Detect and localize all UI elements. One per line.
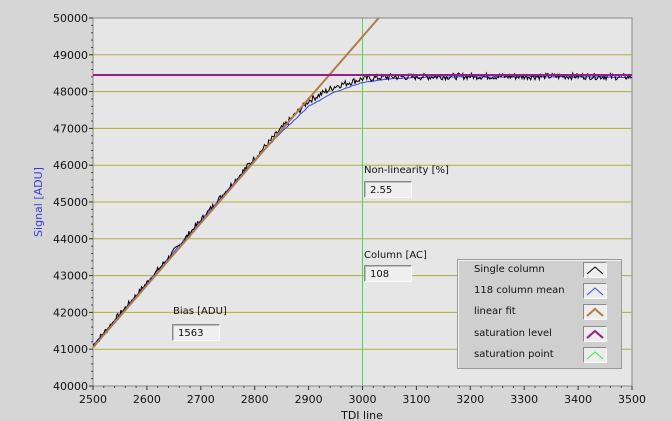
column-value: 108 (364, 265, 412, 282)
legend-label: Single column (474, 264, 545, 275)
y-tick-label: 46000 (53, 159, 88, 172)
minor-ticks (89, 17, 633, 390)
x-tick-labels: 2500 2600 2700 2800 2900 3000 3100 3200 3300 3400… (79, 393, 646, 406)
plot-legend[interactable]: Single column 118 column mean linear fit… (457, 259, 622, 369)
x-tick-label: 3400 (564, 393, 592, 406)
y-tick-label: 48000 (53, 86, 88, 99)
legend-label: 118 column mean (474, 285, 565, 296)
x-tick-label: 2700 (187, 393, 215, 406)
x-tick-label: 2600 (133, 393, 161, 406)
legend-item-saturation-point[interactable]: saturation point (458, 345, 621, 367)
legend-label: saturation point (474, 349, 554, 360)
legend-swatch-icon[interactable] (583, 262, 607, 278)
legend-swatch-icon[interactable] (583, 283, 607, 299)
x-tick-label: 3300 (510, 393, 538, 406)
data-series (93, 18, 632, 386)
y-tick-label: 42000 (53, 306, 88, 319)
legend-label: saturation level (474, 328, 552, 339)
y-tick-labels: 40000 41000 42000 43000 44000 45000 46000 47000… (53, 12, 88, 393)
bias-label: Bias [ADU] (173, 306, 227, 317)
x-tick-label: 2500 (79, 393, 107, 406)
y-tick-label: 47000 (53, 122, 88, 135)
y-tick-label: 40000 (53, 380, 88, 393)
x-tick-label: 3100 (402, 393, 430, 406)
x-tick-label: 2900 (295, 393, 323, 406)
series-line-linear-fit (93, 18, 380, 349)
nonlinearity-label: Non-linearity [%] (364, 165, 449, 176)
y-tick-label: 41000 (53, 343, 88, 356)
legend-item-linear-fit[interactable]: linear fit (458, 302, 621, 324)
y-tick-label: 45000 (53, 196, 88, 209)
x-tick-label: 3000 (349, 393, 377, 406)
x-axis-title: TDI line (340, 409, 383, 421)
x-tick-label: 3200 (456, 393, 484, 406)
y-tick-label: 50000 (53, 12, 88, 25)
x-tick-label: 2800 (241, 393, 269, 406)
legend-swatch-icon[interactable] (583, 326, 607, 342)
legend-swatch-icon[interactable] (583, 304, 607, 320)
y-tick-label: 49000 (53, 49, 88, 62)
y-tick-label: 43000 (53, 270, 88, 283)
legend-item-saturation-level[interactable]: saturation level (458, 324, 621, 346)
y-tick-label: 44000 (53, 233, 88, 246)
legend-label: linear fit (474, 306, 516, 317)
legend-item-column-mean[interactable]: 118 column mean (458, 281, 621, 303)
series-line-118-column-mean (93, 75, 632, 346)
nonlinearity-value: 2.55 (364, 181, 412, 198)
legend-swatch-icon[interactable] (583, 347, 607, 363)
legend-item-single-column[interactable]: Single column (458, 260, 621, 282)
x-tick-label: 3500 (618, 393, 646, 406)
y-axis-title: Signal [ADU] (32, 167, 45, 237)
column-label: Column [AC] (364, 250, 427, 261)
bias-value: 1563 (172, 324, 220, 341)
